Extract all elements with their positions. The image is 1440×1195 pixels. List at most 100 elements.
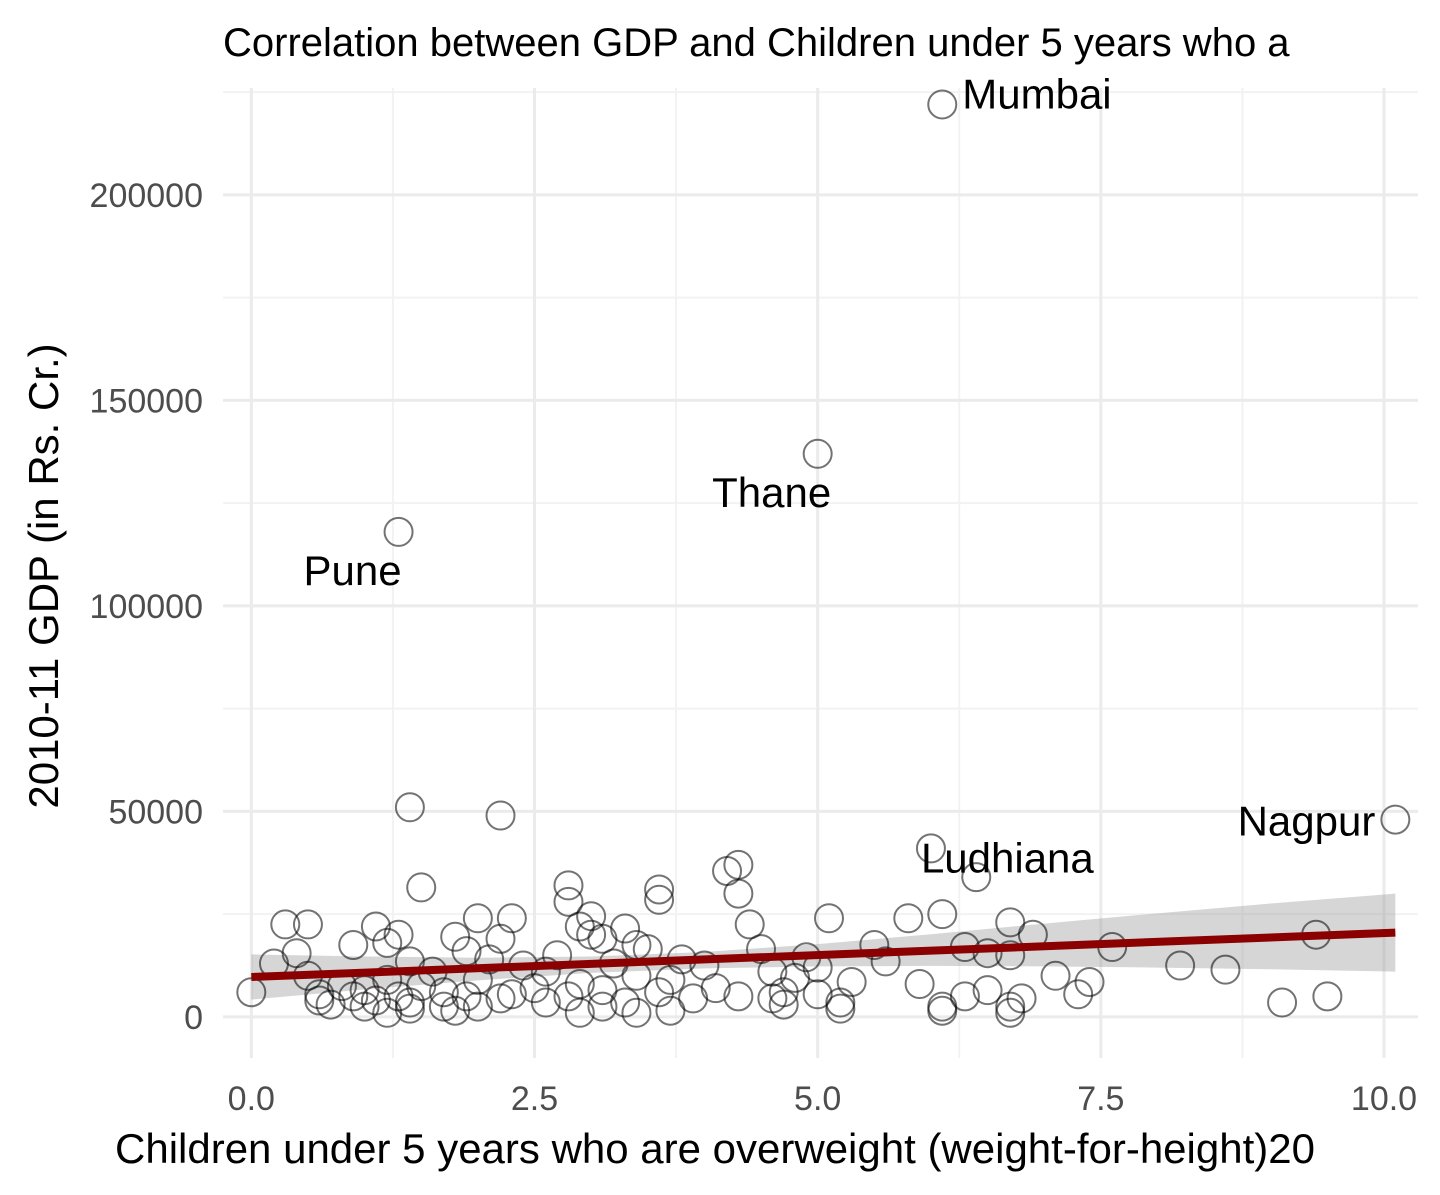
data-point — [576, 919, 607, 950]
data-point — [655, 964, 686, 995]
x-tick-label: 0.0 — [228, 1080, 275, 1118]
data-point — [802, 438, 833, 469]
data-point — [553, 981, 584, 1012]
data-point — [1267, 987, 1298, 1018]
y-tick-label: 150000 — [90, 382, 203, 420]
data-point — [304, 985, 335, 1016]
x-tick-label: 5.0 — [794, 1080, 841, 1118]
data-points — [236, 89, 1411, 1028]
data-point — [904, 969, 935, 1000]
data-point — [644, 874, 675, 905]
data-point — [428, 977, 459, 1008]
point-label: Ludhiana — [921, 834, 1094, 881]
x-axis-ticks: 0.0 2.5 5.0 7.5 10.0 — [228, 1080, 1417, 1118]
data-point — [655, 995, 686, 1026]
y-axis-ticks: 0 50000 100000 150000 200000 — [90, 177, 203, 1037]
data-point — [972, 975, 1003, 1006]
data-point — [485, 983, 516, 1014]
data-point — [927, 89, 958, 120]
data-point — [315, 989, 346, 1020]
confidence-band — [251, 893, 1396, 1000]
y-tick-label: 50000 — [108, 793, 203, 831]
data-point — [360, 911, 391, 942]
data-point — [995, 991, 1026, 1022]
data-point — [383, 516, 414, 547]
data-point — [825, 993, 856, 1024]
data-point — [723, 981, 754, 1012]
chart-title: Correlation between GDP and Children und… — [223, 21, 1290, 65]
y-tick-label: 100000 — [90, 588, 203, 626]
data-point — [383, 919, 414, 950]
data-point — [564, 997, 595, 1028]
x-tick-label: 2.5 — [511, 1080, 558, 1118]
data-point — [462, 991, 493, 1022]
data-point — [859, 929, 890, 960]
data-point — [678, 983, 709, 1014]
data-point — [768, 989, 799, 1020]
x-tick-label: 10.0 — [1351, 1080, 1417, 1118]
point-label: Nagpur — [1238, 798, 1376, 845]
data-point — [644, 977, 675, 1008]
data-point — [304, 979, 335, 1010]
data-point — [757, 983, 788, 1014]
data-point — [1165, 950, 1196, 981]
data-point — [995, 997, 1026, 1028]
data-point — [995, 940, 1026, 971]
minor-gridlines — [223, 88, 1418, 1058]
data-point — [553, 886, 584, 917]
x-axis-title: Children under 5 years who are overweigh… — [115, 1125, 1315, 1172]
x-tick-label: 7.5 — [1077, 1080, 1124, 1118]
data-point — [893, 903, 924, 934]
data-point — [349, 991, 380, 1022]
data-point — [406, 872, 437, 903]
data-point — [372, 997, 403, 1028]
major-gridlines — [223, 88, 1418, 1058]
point-label: Thane — [712, 469, 831, 516]
point-label: Pune — [304, 547, 402, 594]
data-point — [587, 991, 618, 1022]
data-point — [1312, 981, 1343, 1012]
data-point — [825, 987, 856, 1018]
data-point — [530, 956, 561, 987]
data-point — [961, 862, 992, 893]
data-point — [372, 927, 403, 958]
data-point — [734, 909, 765, 940]
data-point — [915, 833, 946, 864]
point-labels: Mumbai Thane Pune Ludhiana Nagpur — [304, 70, 1376, 881]
data-point — [338, 981, 369, 1012]
data-point — [1074, 966, 1105, 997]
regression-line-layer — [251, 928, 1396, 982]
data-point — [870, 946, 901, 977]
data-point — [813, 903, 844, 934]
data-point — [723, 849, 754, 880]
y-tick-label: 200000 — [90, 177, 203, 215]
y-tick-label: 0 — [184, 999, 203, 1037]
data-point — [485, 800, 516, 831]
data-point — [927, 995, 958, 1026]
data-point — [587, 923, 618, 954]
data-point — [292, 909, 323, 940]
data-point — [564, 911, 595, 942]
data-point — [927, 899, 958, 930]
data-point — [553, 870, 584, 901]
confidence-band-layer — [251, 893, 1396, 1000]
data-point — [644, 884, 675, 915]
data-point — [530, 987, 561, 1018]
data-point — [836, 966, 867, 997]
data-point — [1063, 979, 1094, 1010]
data-point — [394, 993, 425, 1024]
data-point — [440, 995, 471, 1026]
data-point — [428, 991, 459, 1022]
point-label: Mumbai — [962, 70, 1111, 117]
data-point — [1380, 804, 1411, 835]
data-point — [1210, 954, 1241, 985]
data-point — [485, 923, 516, 954]
data-point — [700, 973, 731, 1004]
data-point — [972, 938, 1003, 969]
data-point — [802, 979, 833, 1010]
data-point — [995, 907, 1026, 938]
data-point — [712, 855, 743, 886]
data-point — [542, 940, 573, 971]
data-point — [610, 987, 641, 1018]
data-point — [270, 909, 301, 940]
